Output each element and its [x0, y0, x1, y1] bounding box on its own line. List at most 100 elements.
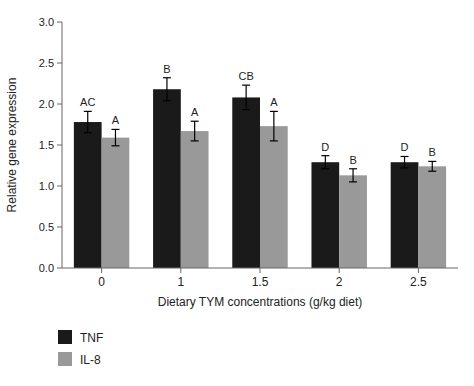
chart-container: 0.0 0.5 1.0 1.5 2.0 2.5 3.0 AC B CB D D A A A B B 0 1 1.5 2 2…	[0, 0, 474, 386]
error-cap	[191, 140, 199, 141]
x-tick-label: 2.5	[410, 275, 427, 289]
series-bars	[102, 111, 447, 268]
error-cap	[191, 121, 199, 122]
y-tick-label: 0.5	[39, 221, 54, 233]
y-tick	[57, 22, 62, 23]
chart-svg: 0.0 0.5 1.0 1.5 2.0 2.5 3.0 AC B CB D D A A A B B 0 1 1.5 2 2…	[0, 0, 474, 386]
annotation: D	[321, 141, 329, 153]
y-axis-title: Relative gene expression	[5, 78, 19, 213]
bar	[311, 162, 339, 268]
error-bar	[191, 121, 199, 141]
annotation: B	[349, 154, 356, 166]
bar	[232, 97, 260, 268]
error-cap	[111, 145, 119, 146]
annotation: D	[401, 141, 409, 153]
error-line	[115, 129, 116, 145]
y-tick-label: 0.0	[39, 262, 54, 274]
x-tick-label: 0	[98, 275, 105, 289]
plot-area	[74, 78, 446, 268]
bar	[339, 175, 367, 268]
error-cap	[242, 85, 250, 86]
error-line	[325, 156, 326, 169]
error-bar	[428, 161, 436, 171]
x-tick	[339, 268, 340, 273]
x-tick	[180, 268, 181, 273]
y-tick	[57, 63, 62, 64]
error-line	[246, 85, 247, 110]
x-tick-label: 1.5	[252, 275, 269, 289]
error-bar	[401, 156, 409, 167]
bar	[181, 131, 209, 268]
x-axis: 0 1 1.5 2 2.5	[98, 268, 427, 289]
legend-label: IL-8	[80, 353, 101, 367]
annotation: A	[191, 106, 199, 118]
y-tick-label: 2.0	[39, 98, 54, 110]
error-cap	[84, 111, 92, 112]
x-axis-title: Dietary TYM concentrations (g/kg diet)	[158, 295, 363, 309]
error-cap	[349, 168, 357, 169]
y-tick-label: 3.0	[39, 16, 54, 28]
error-cap	[428, 171, 436, 172]
error-cap	[349, 181, 357, 182]
y-tick	[57, 268, 62, 269]
error-cap	[270, 111, 278, 112]
error-cap	[163, 77, 171, 78]
annotation: AC	[80, 96, 95, 108]
annotation: A	[112, 114, 120, 126]
legend-label: TNF	[80, 331, 103, 345]
error-line	[194, 121, 195, 141]
bar	[418, 166, 446, 268]
error-line	[432, 161, 433, 171]
error-bar	[321, 156, 329, 169]
y-tick	[57, 186, 62, 187]
error-cap	[401, 167, 409, 168]
error-cap	[428, 161, 436, 162]
bar	[74, 122, 102, 268]
x-tick-label: 1	[177, 275, 184, 289]
error-line	[87, 111, 88, 132]
y-tick-label: 2.5	[39, 57, 54, 69]
x-tick	[101, 268, 102, 273]
y-tick	[57, 145, 62, 146]
x-tick-label: 2	[336, 275, 343, 289]
error-bar	[242, 85, 250, 110]
y-tick	[57, 227, 62, 228]
annotation: B	[429, 146, 436, 158]
error-cap	[401, 156, 409, 157]
y-axis: 0.0 0.5 1.0 1.5 2.0 2.5 3.0	[39, 16, 62, 274]
error-line	[404, 156, 405, 167]
error-bar	[163, 78, 171, 101]
annotation: A	[270, 96, 278, 108]
bar	[260, 126, 288, 268]
annotation: B	[163, 63, 170, 75]
bar	[391, 162, 419, 268]
error-cap	[321, 155, 329, 156]
series-bars	[74, 78, 419, 268]
y-tick	[57, 104, 62, 105]
bar	[102, 138, 130, 268]
error-cap	[321, 168, 329, 169]
error-line	[352, 169, 353, 182]
error-line	[273, 111, 274, 141]
bar	[153, 89, 181, 268]
legend-swatch	[58, 352, 72, 366]
y-axis-line	[62, 22, 63, 268]
x-tick	[260, 268, 261, 273]
annotations: AC B CB D D A A A B B	[80, 63, 436, 166]
y-tick-label: 1.5	[39, 139, 54, 151]
error-cap	[163, 100, 171, 101]
error-bar	[84, 111, 92, 132]
error-bar	[349, 169, 357, 182]
error-bar	[111, 129, 119, 145]
error-bar	[270, 111, 278, 141]
x-tick	[418, 268, 419, 273]
legend-swatch	[58, 330, 72, 344]
error-cap	[270, 140, 278, 141]
error-cap	[111, 129, 119, 130]
annotation: CB	[238, 70, 253, 82]
error-line	[166, 78, 167, 101]
error-cap	[84, 132, 92, 133]
legend: TNF IL-8	[58, 330, 103, 367]
y-tick-label: 1.0	[39, 180, 54, 192]
error-cap	[242, 109, 250, 110]
